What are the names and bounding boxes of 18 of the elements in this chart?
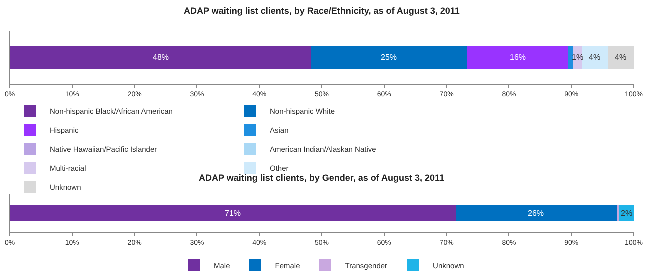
data-label: 71% [225,209,242,218]
bar [10,46,311,69]
data-label: 26% [528,209,544,218]
data-label: 4% [615,53,627,62]
bar [582,46,608,69]
bar [568,46,573,69]
data-label: 16% [510,53,526,62]
bar [311,46,467,69]
data-label: 25% [381,53,398,62]
data-label: 4% [589,53,601,62]
bar [467,46,568,69]
data-label: 48% [153,53,170,62]
chart-title: ADAP waiting list clients, by Gender, as of August 3, 2011 [199,173,445,183]
data-label: 2% [621,209,633,218]
chart-title: ADAP waiting list clients, by Race/Ethnicity, as of August 3, 2011 [184,6,460,16]
bar [608,46,634,69]
bar [456,206,617,222]
bar [10,206,456,222]
